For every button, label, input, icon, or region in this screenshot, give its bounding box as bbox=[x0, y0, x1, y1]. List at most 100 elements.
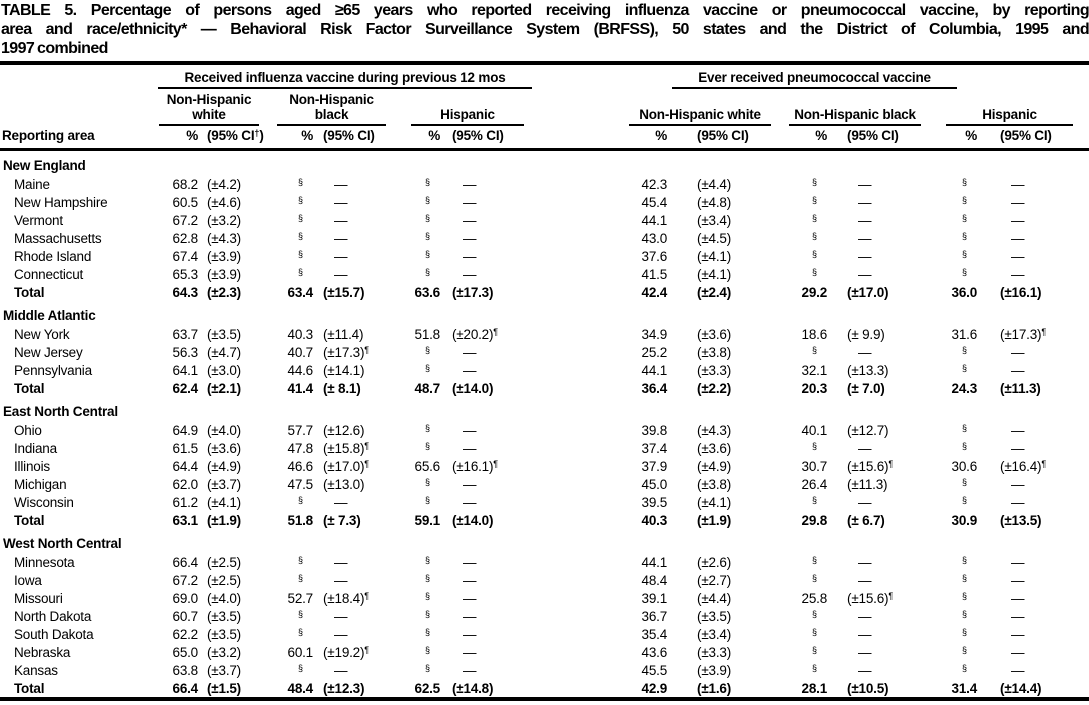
percent-cell: § bbox=[812, 494, 818, 505]
percent-cell: § bbox=[812, 176, 818, 187]
confidence-interval-cell: (±4.4) bbox=[697, 590, 731, 606]
confidence-interval-cell: (±19.2)¶ bbox=[323, 644, 370, 660]
percent-cell: 63.7 bbox=[172, 326, 199, 342]
reporting-area-cell: North Dakota bbox=[14, 608, 92, 624]
confidence-interval-cell: (±14.1) bbox=[323, 362, 365, 378]
confidence-interval-cell: — bbox=[463, 554, 477, 570]
confidence-interval-cell: — bbox=[1011, 644, 1025, 660]
percent-cell: 43.6 bbox=[641, 644, 668, 660]
state-row: Connecticut 65.3 (±3.9) § — § — 41.5 (±4.1) § — § — bbox=[0, 265, 1089, 283]
percent-cell: § bbox=[812, 194, 818, 205]
percent-cell: § bbox=[812, 554, 818, 565]
percent-cell: 60.1 bbox=[287, 644, 314, 660]
percent-cell: 48.4 bbox=[287, 680, 314, 696]
confidence-interval-cell: (±4.6) bbox=[207, 194, 241, 210]
confidence-interval-cell: — bbox=[1011, 626, 1025, 642]
total-row: Total 66.4 (±1.5) 48.4 (±12.3) 62.5 (±14.8) 42.… bbox=[0, 679, 1089, 699]
confidence-interval-cell: (±3.7) bbox=[207, 662, 241, 678]
percent-cell: § bbox=[812, 572, 818, 583]
confidence-interval-cell: (±3.6) bbox=[697, 440, 731, 456]
reporting-area-cell: Kansas bbox=[14, 662, 58, 678]
spacer-cell bbox=[540, 247, 620, 265]
percent-cell: § bbox=[962, 422, 968, 433]
pct-header: % bbox=[930, 126, 977, 151]
confidence-interval-cell: (±2.2) bbox=[697, 380, 731, 396]
percent-cell: 42.9 bbox=[641, 680, 668, 696]
percent-cell: § bbox=[297, 212, 303, 223]
confidence-interval-cell: — bbox=[858, 662, 872, 678]
confidence-interval-cell: (±16.1) bbox=[1000, 284, 1042, 300]
confidence-interval-cell: (±3.3) bbox=[697, 644, 731, 660]
percent-cell: § bbox=[297, 248, 303, 259]
ci-header: (95% CI) bbox=[440, 126, 541, 151]
confidence-interval-cell: (±2.6) bbox=[697, 554, 731, 570]
corner-cell bbox=[0, 65, 150, 89]
confidence-interval-cell: — bbox=[1011, 440, 1025, 456]
confidence-interval-cell: (±4.7) bbox=[207, 344, 241, 360]
percent-cell: 56.3 bbox=[172, 344, 199, 360]
confidence-interval-cell: (±4.3) bbox=[207, 230, 241, 246]
spacer-cell bbox=[540, 211, 620, 229]
reporting-area-cell: South Dakota bbox=[14, 626, 94, 642]
confidence-interval-cell: — bbox=[1011, 194, 1025, 210]
percent-cell: § bbox=[962, 644, 968, 655]
percent-cell: 36.0 bbox=[951, 284, 978, 300]
percent-cell: 61.2 bbox=[172, 494, 199, 510]
confidence-interval-cell: — bbox=[858, 494, 872, 510]
percent-cell: 42.4 bbox=[641, 284, 668, 300]
confidence-interval-cell: (±4.1) bbox=[697, 266, 731, 282]
reporting-area-cell: Michigan bbox=[14, 476, 67, 492]
confidence-interval-cell: — bbox=[1011, 494, 1025, 510]
confidence-interval-cell: (± 9.9) bbox=[847, 326, 885, 342]
confidence-interval-cell: — bbox=[463, 344, 477, 360]
column-header-row: Reporting area % (95% CI†) % (95% CI) % … bbox=[0, 126, 1089, 151]
percent-cell: 63.6 bbox=[414, 284, 441, 300]
spacer-cell bbox=[540, 493, 620, 511]
percent-cell: § bbox=[424, 626, 430, 637]
percent-cell: 34.9 bbox=[641, 326, 668, 342]
confidence-interval-cell: — bbox=[463, 440, 477, 456]
pneumococcal-group-label: Ever received pneumococcal vaccine bbox=[672, 70, 957, 89]
confidence-interval-cell: (±14.0) bbox=[452, 512, 494, 528]
total-row: Total 63.1 (±1.9) 51.8 (± 7.3) 59.1 (±14.0) 40.… bbox=[0, 511, 1089, 529]
percent-cell: § bbox=[812, 662, 818, 673]
confidence-interval-cell: — bbox=[858, 176, 872, 192]
confidence-interval-cell: (±14.4) bbox=[1000, 680, 1042, 696]
spacer-cell bbox=[540, 439, 620, 457]
confidence-interval-cell: (±4.5) bbox=[697, 230, 731, 246]
confidence-interval-cell: — bbox=[1011, 476, 1025, 492]
percent-cell: 44.1 bbox=[641, 554, 668, 570]
confidence-interval-cell: (±15.6)¶ bbox=[847, 590, 894, 606]
pneumococcal-group-header: Ever received pneumococcal vaccine bbox=[540, 65, 1089, 89]
state-row: Vermont 67.2 (±3.2) § — § — 44.1 (±3.4) § — § — bbox=[0, 211, 1089, 229]
percent-cell: 43.0 bbox=[641, 230, 668, 246]
spacer-cell bbox=[540, 607, 620, 625]
percent-cell: § bbox=[812, 248, 818, 259]
reporting-area-cell: Rhode Island bbox=[14, 248, 92, 264]
percent-cell: 28.1 bbox=[801, 680, 828, 696]
percent-cell: 45.4 bbox=[641, 194, 668, 210]
reporting-area-cell: Massachusetts bbox=[14, 230, 102, 246]
reporting-area-cell: New York bbox=[14, 326, 70, 342]
percent-cell: § bbox=[424, 194, 430, 205]
confidence-interval-cell: (±3.4) bbox=[697, 626, 731, 642]
confidence-interval-cell: (±11.4) bbox=[323, 326, 364, 342]
flu-nh-white-header: Non-Hispanic white bbox=[150, 89, 268, 126]
confidence-interval-cell: (±4.0) bbox=[207, 422, 241, 438]
percent-cell: 57.7 bbox=[287, 422, 314, 438]
percent-cell: 64.1 bbox=[172, 362, 199, 378]
confidence-interval-cell: (±3.8) bbox=[697, 344, 731, 360]
percent-cell: 44.1 bbox=[641, 362, 668, 378]
confidence-interval-cell: — bbox=[334, 248, 348, 264]
reporting-area-header: Reporting area bbox=[0, 126, 150, 151]
pneumo-nh-white-header: Non-Hispanic white bbox=[620, 89, 780, 126]
state-row: New York 63.7 (±3.5) 40.3 (±11.4) 51.8 (±20.2)… bbox=[0, 325, 1089, 343]
state-row: Missouri 69.0 (±4.0) 52.7 (±18.4)¶ § — 39.1 (±4.… bbox=[0, 589, 1089, 607]
percent-cell: 37.4 bbox=[641, 440, 668, 456]
spacer-cell bbox=[540, 89, 620, 126]
percent-cell: § bbox=[424, 608, 430, 619]
confidence-interval-cell: (±13.3) bbox=[847, 362, 889, 378]
percent-cell: § bbox=[812, 344, 818, 355]
state-row: Wisconsin 61.2 (±4.1) § — § — 39.5 (±4.1) § — § — bbox=[0, 493, 1089, 511]
confidence-interval-cell: — bbox=[858, 212, 872, 228]
